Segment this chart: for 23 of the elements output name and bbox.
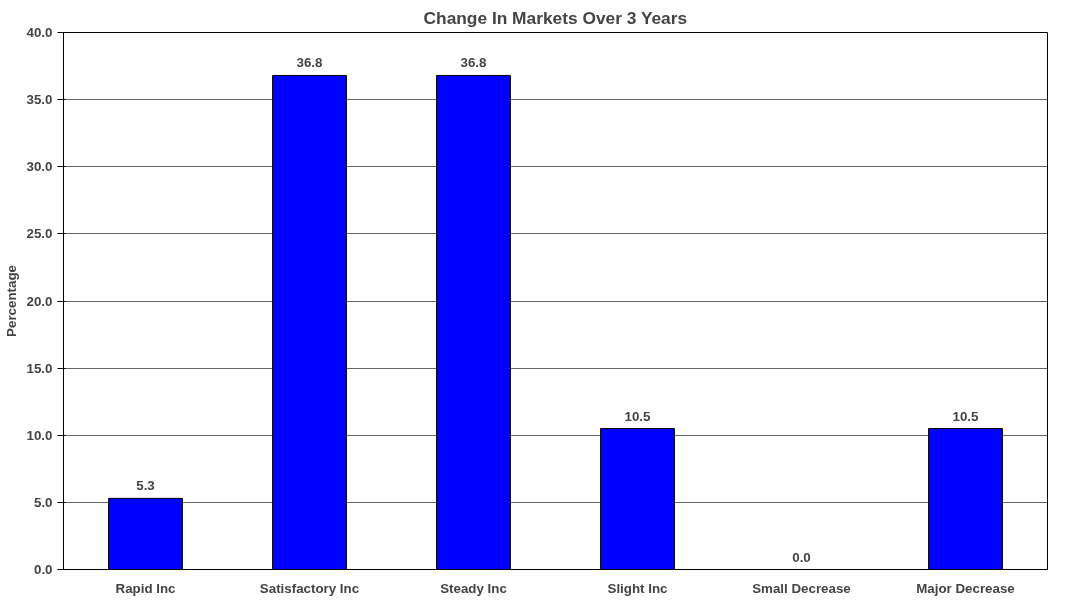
data-label: 36.8	[460, 55, 487, 71]
x-tick-label: Small Decrease	[752, 580, 851, 596]
data-label: 0.0	[792, 549, 811, 565]
data-label: 10.5	[952, 408, 980, 424]
y-tick-label: 30.0	[26, 159, 53, 175]
x-tick-label: Steady Inc	[440, 580, 508, 596]
x-tick-label: Satisfactory Inc	[259, 580, 360, 596]
y-axis-title: Percentage	[3, 265, 19, 337]
x-tick-label: Rapid Inc	[115, 580, 177, 596]
y-tick-label: 15.0	[26, 360, 53, 376]
x-tick-label: Slight Inc	[607, 580, 669, 596]
y-tick-label: 20.0	[26, 293, 53, 309]
y-tick-label: 5.0	[33, 494, 53, 510]
data-label: 10.5	[624, 408, 652, 424]
y-tick-label: 0.0	[33, 562, 53, 577]
y-tick-label: 40.0	[26, 25, 53, 40]
data-label: 36.8	[296, 55, 323, 71]
chart-title: Change In Markets Over 3 Years	[423, 7, 688, 28]
data-label: 5.3	[136, 478, 155, 494]
y-tick-label: 10.0	[26, 427, 53, 443]
y-tick-label: 35.0	[26, 92, 53, 108]
x-tick-label: Major Decrease	[916, 580, 1015, 596]
y-tick-label: 25.0	[26, 226, 53, 242]
